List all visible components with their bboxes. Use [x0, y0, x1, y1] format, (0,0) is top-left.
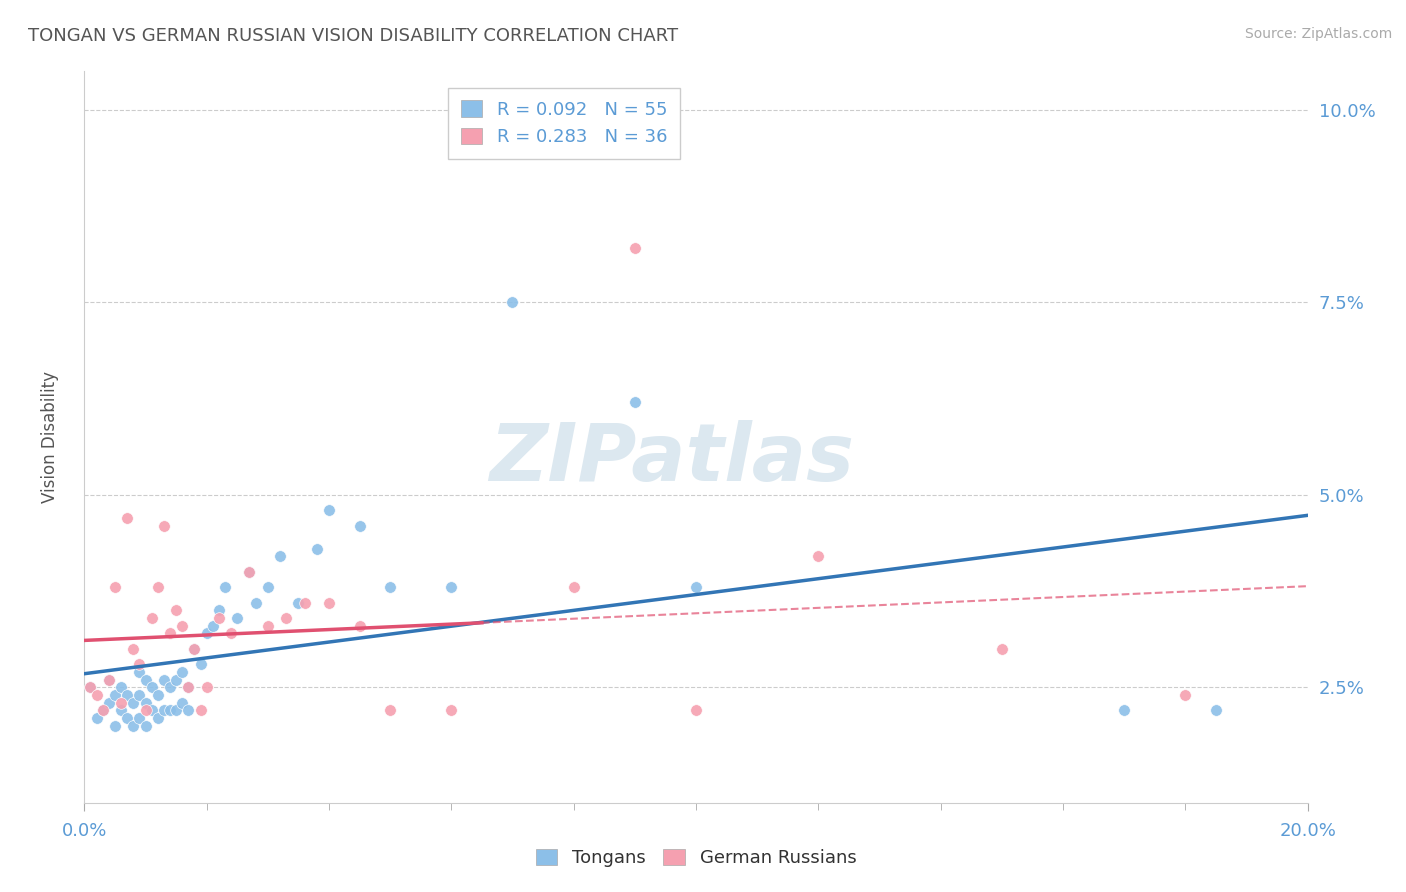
- Point: [257, 580, 280, 594]
- Point: [183, 641, 205, 656]
- Point: [122, 641, 145, 656]
- Point: [624, 242, 647, 256]
- Point: [349, 518, 371, 533]
- Point: [172, 618, 194, 632]
- Point: [440, 580, 463, 594]
- Point: [380, 703, 402, 717]
- Point: [440, 703, 463, 717]
- Point: [97, 696, 120, 710]
- Point: [624, 395, 647, 409]
- Point: [208, 603, 231, 617]
- Point: [201, 618, 224, 632]
- Point: [86, 688, 108, 702]
- Point: [214, 580, 236, 594]
- Point: [177, 681, 200, 695]
- Point: [128, 711, 150, 725]
- Point: [1114, 703, 1136, 717]
- Point: [153, 673, 176, 687]
- Point: [146, 688, 169, 702]
- Point: [807, 549, 830, 564]
- Point: [79, 681, 101, 695]
- Point: [276, 611, 298, 625]
- Point: [110, 703, 132, 717]
- Point: [257, 618, 280, 632]
- Point: [685, 703, 707, 717]
- Point: [135, 703, 157, 717]
- Point: [104, 688, 127, 702]
- Point: [141, 681, 163, 695]
- Point: [153, 518, 176, 533]
- Point: [991, 641, 1014, 656]
- Point: [165, 703, 187, 717]
- Point: [238, 565, 260, 579]
- Point: [190, 703, 212, 717]
- Legend: Tongans, German Russians: Tongans, German Russians: [529, 841, 863, 874]
- Point: [226, 611, 249, 625]
- Point: [172, 696, 194, 710]
- Point: [159, 703, 181, 717]
- Point: [318, 503, 340, 517]
- Point: [318, 596, 340, 610]
- Point: [219, 626, 242, 640]
- Point: [1174, 688, 1197, 702]
- Point: [195, 681, 218, 695]
- Point: [1205, 703, 1227, 717]
- Point: [183, 641, 205, 656]
- Point: [159, 626, 181, 640]
- Point: [502, 295, 524, 310]
- Point: [110, 696, 132, 710]
- Point: [287, 596, 309, 610]
- Point: [135, 719, 157, 733]
- Point: [97, 673, 120, 687]
- Point: [305, 541, 328, 556]
- Point: [115, 688, 138, 702]
- Y-axis label: Vision Disability: Vision Disability: [41, 371, 59, 503]
- Point: [128, 665, 150, 679]
- Point: [190, 657, 212, 672]
- Point: [177, 681, 200, 695]
- Point: [141, 703, 163, 717]
- Point: [165, 603, 187, 617]
- Point: [122, 696, 145, 710]
- Point: [141, 611, 163, 625]
- Point: [128, 688, 150, 702]
- Point: [165, 673, 187, 687]
- Point: [562, 580, 585, 594]
- Text: TONGAN VS GERMAN RUSSIAN VISION DISABILITY CORRELATION CHART: TONGAN VS GERMAN RUSSIAN VISION DISABILI…: [28, 27, 678, 45]
- Point: [86, 711, 108, 725]
- Point: [91, 703, 114, 717]
- Point: [135, 696, 157, 710]
- Point: [146, 580, 169, 594]
- Point: [177, 703, 200, 717]
- Point: [110, 681, 132, 695]
- Point: [245, 596, 267, 610]
- Point: [238, 565, 260, 579]
- Point: [91, 703, 114, 717]
- Point: [104, 580, 127, 594]
- Point: [115, 511, 138, 525]
- Point: [685, 580, 707, 594]
- Point: [294, 596, 316, 610]
- Point: [172, 665, 194, 679]
- Point: [135, 673, 157, 687]
- Point: [115, 711, 138, 725]
- Point: [269, 549, 291, 564]
- Text: Source: ZipAtlas.com: Source: ZipAtlas.com: [1244, 27, 1392, 41]
- Point: [208, 611, 231, 625]
- Point: [153, 703, 176, 717]
- Point: [128, 657, 150, 672]
- Point: [195, 626, 218, 640]
- Point: [159, 681, 181, 695]
- Text: ZIPatlas: ZIPatlas: [489, 420, 853, 498]
- Point: [79, 681, 101, 695]
- Point: [97, 673, 120, 687]
- Point: [122, 719, 145, 733]
- Point: [146, 711, 169, 725]
- Point: [104, 719, 127, 733]
- Point: [349, 618, 371, 632]
- Point: [380, 580, 402, 594]
